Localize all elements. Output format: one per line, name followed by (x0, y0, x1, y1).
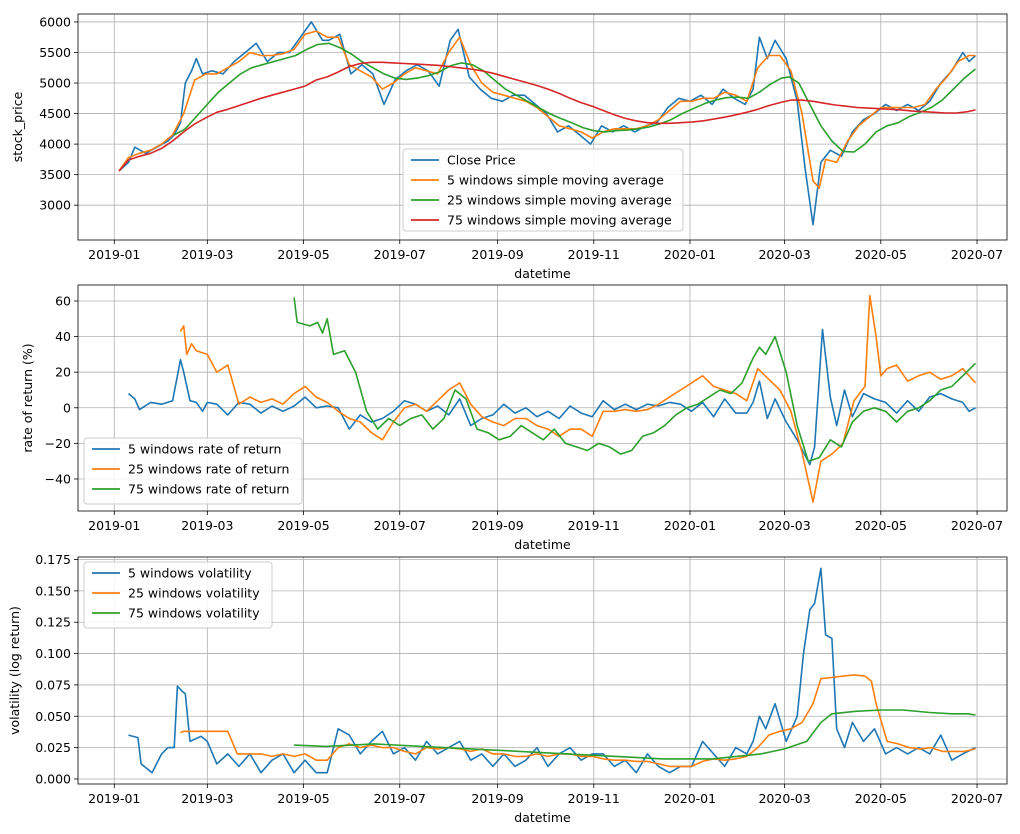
x-tick-label: 2019-03 (181, 247, 233, 262)
legend-label: Close Price (447, 153, 516, 168)
chart-panel-3: 2019-01 2019-03 2019-05 2019-07 2019-09 2019-… (7, 552, 1008, 825)
x-tick-label: 2020-03 (758, 247, 810, 262)
x-tick-label: 2020-05 (855, 791, 907, 806)
x-tick-label: 2020-05 (855, 247, 907, 262)
x-tick-label: 2020-07 (951, 247, 1003, 262)
x-tick-label: 2019-05 (277, 791, 329, 806)
series-line-2 (179, 294, 977, 503)
x-tick-label: 2019-05 (277, 247, 329, 262)
legend-label: 25 windows rate of return (128, 462, 289, 477)
x-tick-label: 2019-07 (374, 791, 426, 806)
legend: 5 windows rate of return 25 windows rate … (83, 437, 303, 505)
y-tick-label: 6000 (39, 14, 71, 29)
x-tick-label: 2019-09 (471, 791, 523, 806)
series-line-3 (294, 709, 976, 760)
y-tick-label: 60 (55, 294, 71, 309)
x-tick-label: 2020-01 (664, 791, 716, 806)
y-tick-label: 0.125 (35, 615, 71, 630)
x-tick-label: 2019-11 (568, 518, 620, 533)
series-group (118, 21, 977, 226)
plot-frame (77, 284, 1008, 512)
y-tick-label: 3500 (39, 167, 71, 182)
legend: 5 windows volatility 25 windows volatilit… (83, 561, 273, 629)
legend-box (83, 437, 303, 505)
legend-label: 25 windows volatility (128, 586, 260, 601)
x-tick-label: 2019-05 (277, 518, 329, 533)
y-tick-label: 5000 (39, 76, 71, 91)
series-line-2 (180, 674, 976, 768)
x-tick-label: 2020-03 (758, 518, 810, 533)
y-tick-label: 3000 (39, 198, 71, 213)
y-tick-label: 0.025 (35, 740, 71, 755)
series-line-2 (118, 30, 976, 189)
y-tick-label: 4500 (39, 106, 71, 121)
series-line-1 (128, 567, 976, 774)
x-tick-label: 2019-01 (88, 518, 140, 533)
y-axis-label: rate of return (%) (20, 343, 35, 452)
legend-box (402, 148, 684, 232)
series-line-3 (293, 297, 977, 462)
x-tick-label: 2020-05 (855, 518, 907, 533)
x-tick-label: 2019-07 (374, 247, 426, 262)
y-tick-label: 5500 (39, 45, 71, 60)
y-tick-label: 4000 (39, 137, 71, 152)
plot-frame (77, 13, 1008, 241)
x-tick-label: 2019-09 (471, 518, 523, 533)
y-tick-label: 0.100 (35, 646, 71, 661)
x-axis-label: datetime (514, 266, 571, 281)
x-tick-label: 2019-03 (181, 518, 233, 533)
x-tick-label: 2020-01 (664, 518, 716, 533)
legend-label: 5 windows simple moving average (447, 173, 664, 188)
x-tick-label: 2020-03 (758, 791, 810, 806)
x-axis-label: datetime (514, 810, 571, 825)
y-tick-label: −20 (45, 436, 71, 451)
legend-label: 75 windows rate of return (128, 482, 289, 497)
x-tick-label: 2019-11 (568, 791, 620, 806)
y-tick-label: 0.075 (35, 677, 71, 692)
y-tick-label: 0 (63, 400, 71, 415)
legend-label: 5 windows volatility (128, 566, 252, 581)
y-tick-label: 0.000 (35, 771, 71, 786)
x-tick-label: 2019-01 (88, 791, 140, 806)
x-tick-label: 2019-03 (181, 791, 233, 806)
series-group (127, 294, 977, 503)
x-tick-label: 2019-11 (568, 247, 620, 262)
legend-label: 5 windows rate of return (128, 442, 281, 457)
x-tick-label: 2019-01 (88, 247, 140, 262)
x-tick-label: 2020-07 (951, 791, 1003, 806)
y-tick-label: 40 (55, 329, 71, 344)
series-line-1 (127, 328, 976, 466)
series-line-4 (118, 61, 976, 172)
legend-label: 25 windows simple moving average (447, 193, 672, 208)
y-tick-label: 0.175 (35, 552, 71, 567)
x-tick-label: 2019-07 (374, 518, 426, 533)
series-line-3 (173, 42, 977, 153)
x-tick-label: 2019-09 (471, 247, 523, 262)
plot-frame (77, 556, 1008, 785)
chart-panel-2: 2019-01 2019-03 2019-05 2019-07 2019-09 2019-… (20, 284, 1008, 552)
legend-label: 75 windows simple moving average (447, 213, 672, 228)
series-group (128, 567, 976, 774)
y-tick-label: 0.150 (35, 583, 71, 598)
x-tick-label: 2020-01 (664, 247, 716, 262)
x-axis-label: datetime (514, 537, 571, 552)
chart-panel-1: 2019-01 2019-03 2019-05 2019-07 2019-09 2019-… (10, 13, 1008, 281)
y-tick-label: 20 (55, 365, 71, 380)
legend: Close Price 5 windows simple moving avera… (402, 148, 684, 232)
x-tick-label: 2020-07 (951, 518, 1003, 533)
y-axis-label: stock_price (10, 91, 25, 162)
y-axis-label: volatility (log return) (7, 606, 22, 735)
y-tick-label: 0.050 (35, 709, 71, 724)
legend-box (83, 561, 273, 629)
y-tick-label: −40 (45, 471, 71, 486)
legend-label: 75 windows volatility (128, 606, 260, 621)
